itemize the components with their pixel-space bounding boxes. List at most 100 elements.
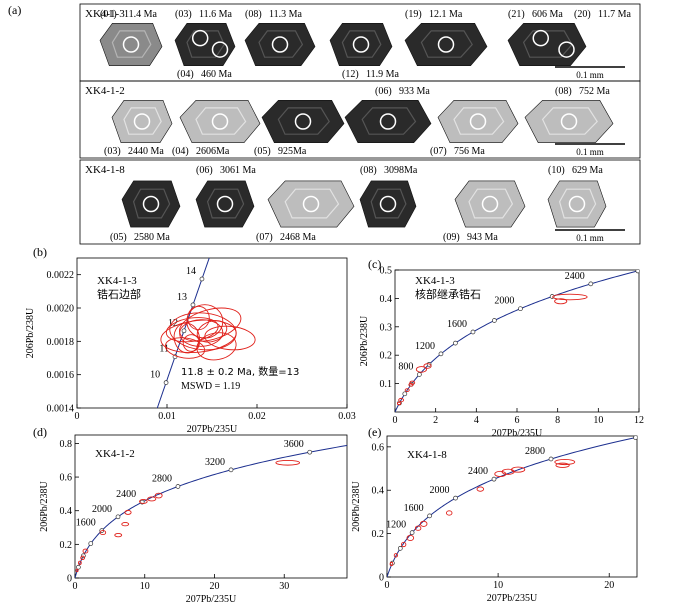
concordia-age-marker — [115, 514, 121, 520]
x-axis-label: 207Pb/235U — [186, 594, 237, 605]
error-ellipse — [445, 510, 453, 516]
concordia-age-marker — [470, 329, 476, 335]
y-tick-label: 0 — [379, 573, 384, 584]
concordia-age-label: 2000 — [494, 296, 514, 307]
x-axis-label: 207Pb/235U — [187, 424, 238, 435]
grain-spot-number: (10) — [548, 165, 565, 176]
zircon-grain: (10) 629 Ma — [547, 165, 607, 228]
x-tick-label: 0 — [393, 415, 398, 426]
panel-d-concordia-xk4-1-2: (d) 0 10 20 30 0 0.2 0.4 0.6 0.8 206Pb/238U 207Pb/2… — [33, 425, 348, 605]
analysis-spot — [568, 195, 586, 213]
y-tick-label: 0.0016 — [47, 370, 75, 381]
grain-spot-number: (08) — [245, 9, 262, 20]
grain-body — [179, 100, 261, 143]
grain-spot-number: (08) — [555, 86, 572, 97]
panel-a-letter: (a) — [8, 3, 21, 17]
x-axis-label: 207Pb/235U — [487, 593, 538, 604]
concordia-age-label: 2800 — [152, 473, 172, 484]
concordia-age-marker — [307, 449, 313, 455]
grain-spot-number: (05) — [110, 232, 127, 243]
scale-bar-label: 0.1 mm — [576, 233, 604, 243]
y-axis-label: 206Pb/238U — [359, 315, 370, 366]
grain-body — [261, 100, 345, 143]
x-tick-label: 8 — [555, 415, 560, 426]
y-tick-label: 0.4 — [380, 294, 393, 305]
analysis-spot — [122, 36, 140, 53]
grain-zoning — [132, 188, 171, 219]
y-tick-label: 0.2 — [372, 529, 385, 540]
x-tick-label: 0.01 — [158, 411, 176, 422]
grain-spot-number: (09) — [443, 232, 460, 243]
ellipse-group — [389, 458, 576, 567]
error-ellipse — [554, 298, 568, 305]
error-ellipse — [114, 532, 123, 538]
concordia-age-label: 14 — [186, 266, 196, 277]
concordia-group — [395, 270, 639, 412]
x-tick-label: 10 — [593, 415, 603, 426]
grain-body — [507, 22, 587, 66]
grain-zoning — [186, 30, 225, 58]
error-ellipse — [82, 548, 89, 554]
concordia-age-label: 1600 — [76, 518, 96, 529]
grain-spot-number: (20) — [574, 9, 591, 20]
analysis-spot — [437, 36, 455, 53]
concordia-age-marker — [548, 456, 554, 462]
error-ellipse — [415, 366, 427, 373]
concordia-age-label: 2400 — [468, 466, 488, 477]
grain-body — [454, 180, 526, 228]
error-ellipse — [400, 541, 407, 548]
grain-body — [359, 180, 417, 228]
analysis-spot — [352, 36, 370, 53]
error-ellipse — [196, 332, 237, 361]
grain-body — [121, 180, 181, 228]
grain-body — [267, 180, 355, 228]
plot-subtitle: 锆石边部 — [97, 287, 141, 301]
grain-age: 2468 Ma — [280, 232, 316, 243]
concordia-age-marker — [633, 436, 637, 440]
error-ellipse — [121, 522, 130, 527]
grain-age: 12.1 Ma — [429, 9, 463, 20]
concordia-age-label: 2400 — [565, 271, 585, 282]
grain-body — [195, 180, 255, 228]
concordia-age-marker — [518, 306, 523, 312]
analysis-spot — [379, 113, 397, 130]
y-tick-label: 0.0018 — [47, 337, 75, 348]
grain-spot-number: (21) — [508, 9, 525, 20]
error-ellipse — [389, 561, 394, 567]
grain-zoning — [195, 107, 247, 135]
analysis-spot — [379, 195, 397, 213]
grain-zoning — [468, 188, 514, 219]
y-tick-label: 0.6 — [372, 442, 385, 453]
error-ellipse — [423, 363, 432, 369]
ellipse-group — [396, 293, 588, 406]
grain-spot-number: (19) — [405, 9, 422, 20]
age-annotation: 11.8 ± 0.2 Ma, 数量=13 — [181, 365, 299, 378]
error-ellipse — [476, 486, 485, 492]
concordia-age-marker — [453, 340, 458, 346]
grain-zoning — [453, 107, 505, 135]
concordia-age-marker — [397, 545, 403, 551]
concordia-age-label: 800 — [398, 361, 413, 372]
error-ellipse — [552, 293, 588, 301]
grain-spot-number: (05) — [254, 146, 271, 157]
plot-frame — [386, 435, 638, 578]
analysis-spot — [191, 29, 209, 47]
concordia-age-marker — [163, 380, 169, 385]
grain-age: 11.6 Ma — [199, 9, 233, 20]
error-ellipse — [414, 525, 422, 531]
grain-zoning — [341, 30, 382, 58]
zircon-grain: (05) 925Ma — [254, 100, 345, 157]
concordia-age-marker — [427, 513, 432, 519]
y-tick-label: 0.2 — [60, 540, 73, 551]
analysis-spot — [271, 36, 289, 53]
y-tick-label: 0.4 — [372, 486, 385, 497]
grain-spot-number: (08) — [360, 165, 377, 176]
grain-body — [99, 22, 163, 66]
sample-label: XK4-1-3 — [85, 8, 125, 20]
concordia-age-label: 11 — [159, 344, 169, 355]
y-axis-label: 206Pb/238U — [351, 480, 362, 531]
grain-age: 460 Ma — [201, 69, 232, 80]
analysis-spot — [216, 195, 234, 213]
concordia-age-label: 10 — [150, 370, 160, 381]
x-tick-label: 10 — [493, 580, 503, 591]
